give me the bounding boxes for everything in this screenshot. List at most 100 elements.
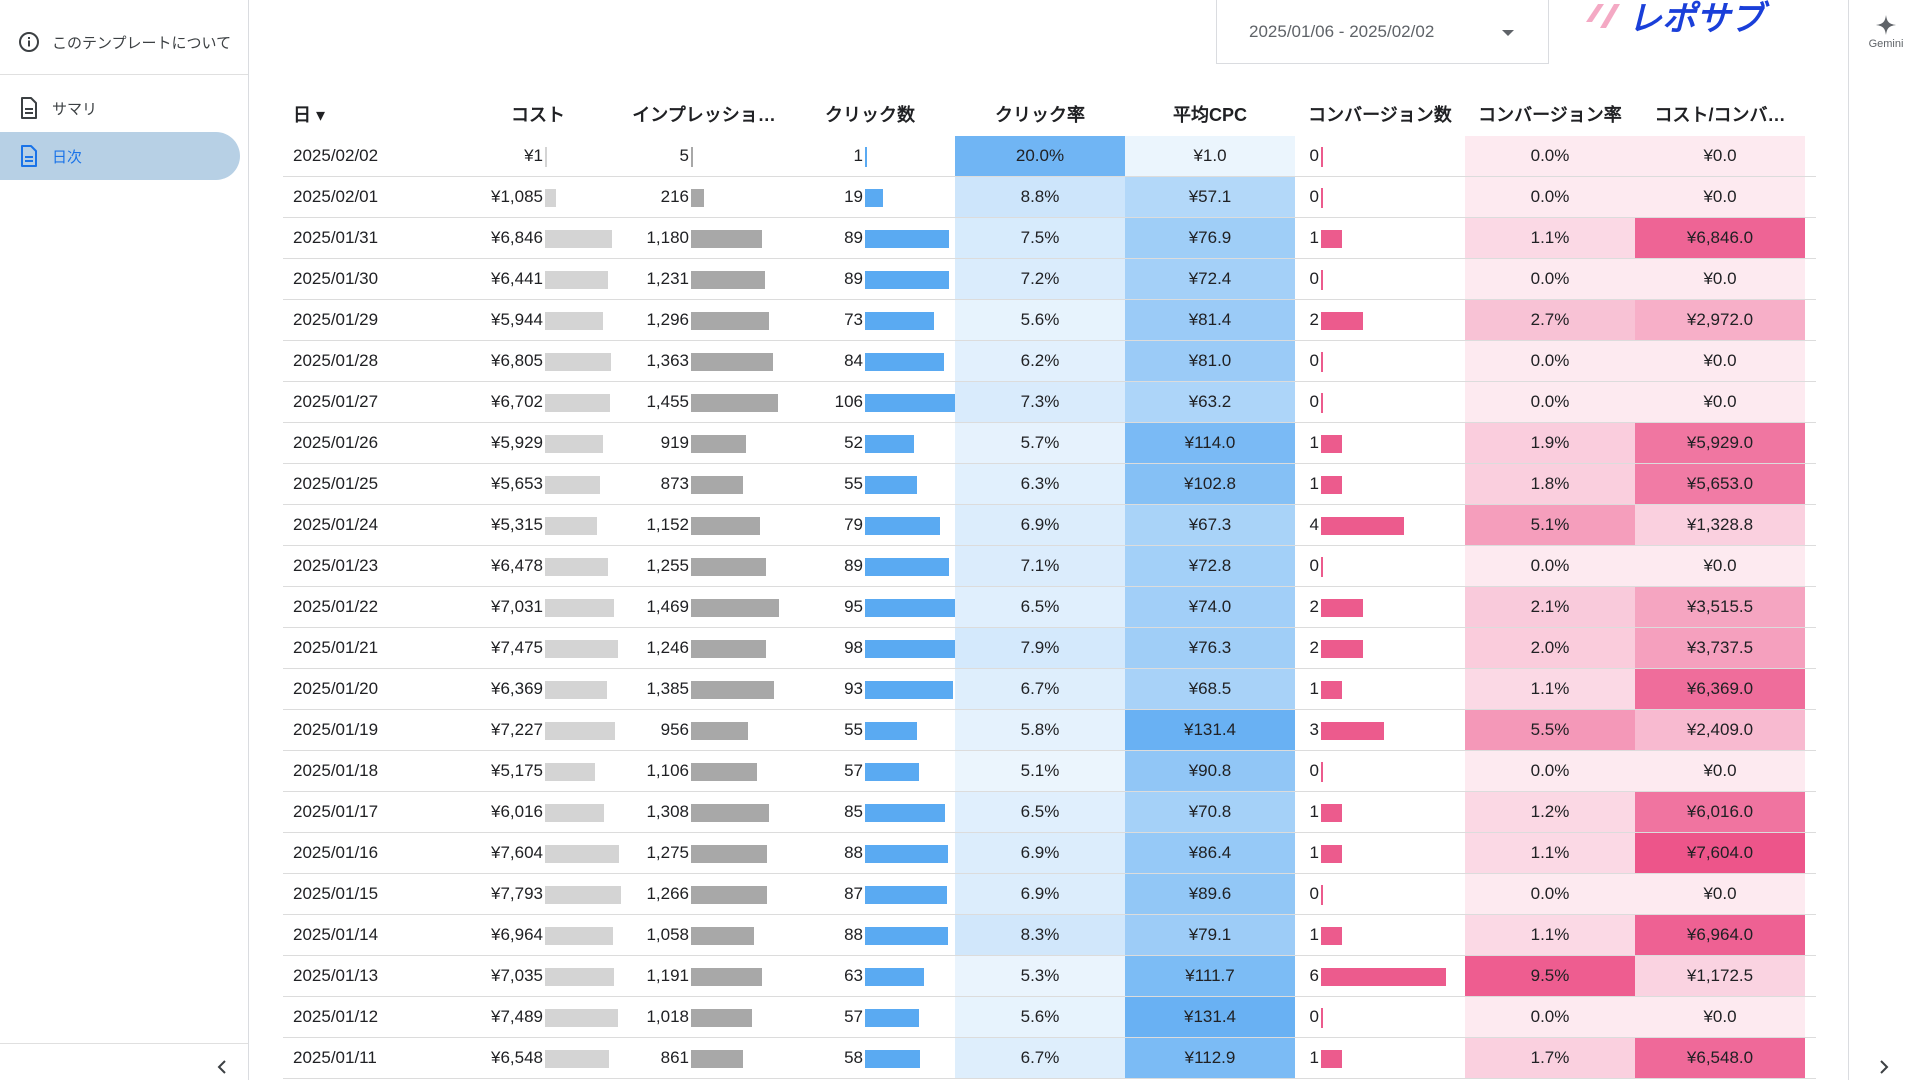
ctr-cell: 7.1% <box>955 546 1125 586</box>
table-row: 2025/01/24 ¥5,315 1,152 79 4 6.9% ¥67.3 5.1% ¥1,… <box>283 505 1816 546</box>
avg-cpc-cell: ¥112.9 <box>1125 1038 1295 1078</box>
sidebar: このテンプレートについて サマリ 日次 <box>0 0 249 1080</box>
date-cell: 2025/01/28 <box>293 351 379 370</box>
sidebar-item-summary[interactable]: サマリ <box>0 84 248 132</box>
ctr-cell: 7.2% <box>955 259 1125 299</box>
ctr-cell: 6.9% <box>955 833 1125 873</box>
conversions-bar <box>1321 188 1323 208</box>
impressions-value: 1,180 <box>646 228 689 247</box>
conversions-value: 6 <box>1309 966 1319 985</box>
header-impressions[interactable]: インプレッショ… <box>632 105 776 125</box>
conversions-value: 0 <box>1309 187 1319 206</box>
table-row: 2025/02/02 ¥1 5 1 0 20.0% ¥1.0 0.0% ¥0.0 <box>283 136 1816 177</box>
ctr-cell: 5.6% <box>955 300 1125 340</box>
cost-bar <box>545 394 610 412</box>
conversions-value: 3 <box>1309 720 1319 739</box>
table-row: 2025/01/17 ¥6,016 1,308 85 1 6.5% ¥70.8 1.2% ¥6,… <box>283 792 1816 833</box>
impressions-value: 1,058 <box>646 925 689 944</box>
conversions-bar <box>1321 845 1342 863</box>
impressions-bar <box>691 927 754 945</box>
cost-value: ¥7,793 <box>491 884 543 903</box>
header-conversions[interactable]: コンバージョン数 <box>1308 105 1452 125</box>
cost-bar <box>545 353 611 371</box>
conversions-value: 0 <box>1309 269 1319 288</box>
table-row: 2025/01/20 ¥6,369 1,385 93 1 6.7% ¥68.5 1.1% ¥6,… <box>283 669 1816 710</box>
impressions-bar <box>691 189 704 207</box>
clicks-value: 58 <box>844 1048 863 1067</box>
conversions-value: 0 <box>1309 556 1319 575</box>
header-date[interactable]: 日 ▾ <box>293 105 326 125</box>
sidebar-item-about-template[interactable]: このテンプレートについて <box>0 18 248 66</box>
cost-per-conversion-cell: ¥6,846.0 <box>1635 218 1805 258</box>
cost-value: ¥6,702 <box>491 392 543 411</box>
impressions-bar <box>691 599 779 617</box>
avg-cpc-cell: ¥102.8 <box>1125 464 1295 504</box>
avg-cpc-cell: ¥68.5 <box>1125 669 1295 709</box>
date-range-picker[interactable]: 2025/01/06 - 2025/02/02 <box>1216 0 1549 64</box>
conversions-value: 0 <box>1309 392 1319 411</box>
clicks-bar <box>865 845 948 863</box>
sidebar-item-daily[interactable]: 日次 <box>0 132 240 180</box>
table-row: 2025/01/16 ¥7,604 1,275 88 1 6.9% ¥86.4 1.1% ¥7,… <box>283 833 1816 874</box>
conversion-rate-cell: 0.0% <box>1465 259 1635 299</box>
date-cell: 2025/01/11 <box>293 1048 377 1067</box>
table-row: 2025/01/12 ¥7,489 1,018 57 0 5.6% ¥131.4 0.0% ¥0… <box>283 997 1816 1038</box>
date-range-value: 2025/01/06 - 2025/02/02 <box>1249 21 1435 41</box>
impressions-value: 1,246 <box>646 638 689 657</box>
date-cell: 2025/01/30 <box>293 269 379 288</box>
conversions-value: 1 <box>1309 802 1319 821</box>
conversion-rate-cell: 1.1% <box>1465 218 1635 258</box>
cost-bar <box>545 640 618 658</box>
impressions-value: 1,266 <box>646 884 689 903</box>
date-cell: 2025/01/12 <box>293 1007 379 1026</box>
cost-value: ¥7,489 <box>491 1007 543 1026</box>
avg-cpc-cell: ¥72.4 <box>1125 259 1295 299</box>
conversions-value: 2 <box>1309 638 1319 657</box>
header-cost-per-conversion[interactable]: コスト/コンバ… <box>1654 105 1786 125</box>
conversion-rate-cell: 1.1% <box>1465 669 1635 709</box>
cost-per-conversion-cell: ¥6,548.0 <box>1635 1038 1805 1078</box>
header-conversion-rate[interactable]: コンバージョン率 <box>1478 105 1622 125</box>
cost-bar <box>545 476 600 494</box>
clicks-value: 85 <box>844 802 863 821</box>
header-cost[interactable]: コスト <box>511 105 565 125</box>
conversion-rate-cell: 1.7% <box>1465 1038 1635 1078</box>
conversions-bar <box>1321 1008 1323 1028</box>
cost-bar <box>545 271 608 289</box>
collapse-sidebar-button[interactable] <box>210 1056 234 1078</box>
header-clicks[interactable]: クリック数 <box>825 105 915 125</box>
conversions-bar <box>1321 270 1323 290</box>
impressions-value: 1,255 <box>646 556 689 575</box>
header-ctr[interactable]: クリック率 <box>995 105 1085 125</box>
conversions-value: 1 <box>1309 925 1319 944</box>
cost-per-conversion-cell: ¥3,515.5 <box>1635 587 1805 627</box>
impressions-bar <box>691 763 757 781</box>
cost-value: ¥5,175 <box>491 761 543 780</box>
cost-value: ¥7,227 <box>491 720 543 739</box>
cost-per-conversion-cell: ¥6,369.0 <box>1635 669 1805 709</box>
gemini-label: Gemini <box>1868 38 1904 50</box>
cost-per-conversion-cell: ¥1,328.8 <box>1635 505 1805 545</box>
conversions-bar <box>1321 968 1446 986</box>
impressions-value: 216 <box>660 187 689 206</box>
cost-value: ¥6,441 <box>491 269 543 288</box>
date-cell: 2025/01/22 <box>293 597 379 616</box>
impressions-bar <box>691 681 774 699</box>
expand-panel-button[interactable] <box>1873 1056 1895 1078</box>
conversions-value: 2 <box>1309 310 1319 329</box>
date-cell: 2025/02/01 <box>293 187 379 206</box>
cost-per-conversion-cell: ¥0.0 <box>1635 874 1805 914</box>
conversion-rate-cell: 0.0% <box>1465 136 1635 176</box>
avg-cpc-cell: ¥72.8 <box>1125 546 1295 586</box>
cost-value: ¥7,035 <box>491 966 543 985</box>
impressions-value: 956 <box>660 720 689 739</box>
clicks-value: 57 <box>844 1007 863 1026</box>
table-row: 2025/01/19 ¥7,227 956 55 3 5.8% ¥131.4 5.5% ¥2,4… <box>283 710 1816 751</box>
table-row: 2025/01/30 ¥6,441 1,231 89 0 7.2% ¥72.4 0.0% ¥0.… <box>283 259 1816 300</box>
cost-value: ¥5,944 <box>491 310 543 329</box>
cost-value: ¥1,085 <box>491 187 543 206</box>
gemini-button[interactable]: Gemini <box>1863 14 1909 60</box>
header-avg-cpc[interactable]: 平均CPC <box>1172 105 1247 125</box>
clicks-value: 55 <box>844 474 863 493</box>
date-cell: 2025/01/31 <box>293 228 379 247</box>
